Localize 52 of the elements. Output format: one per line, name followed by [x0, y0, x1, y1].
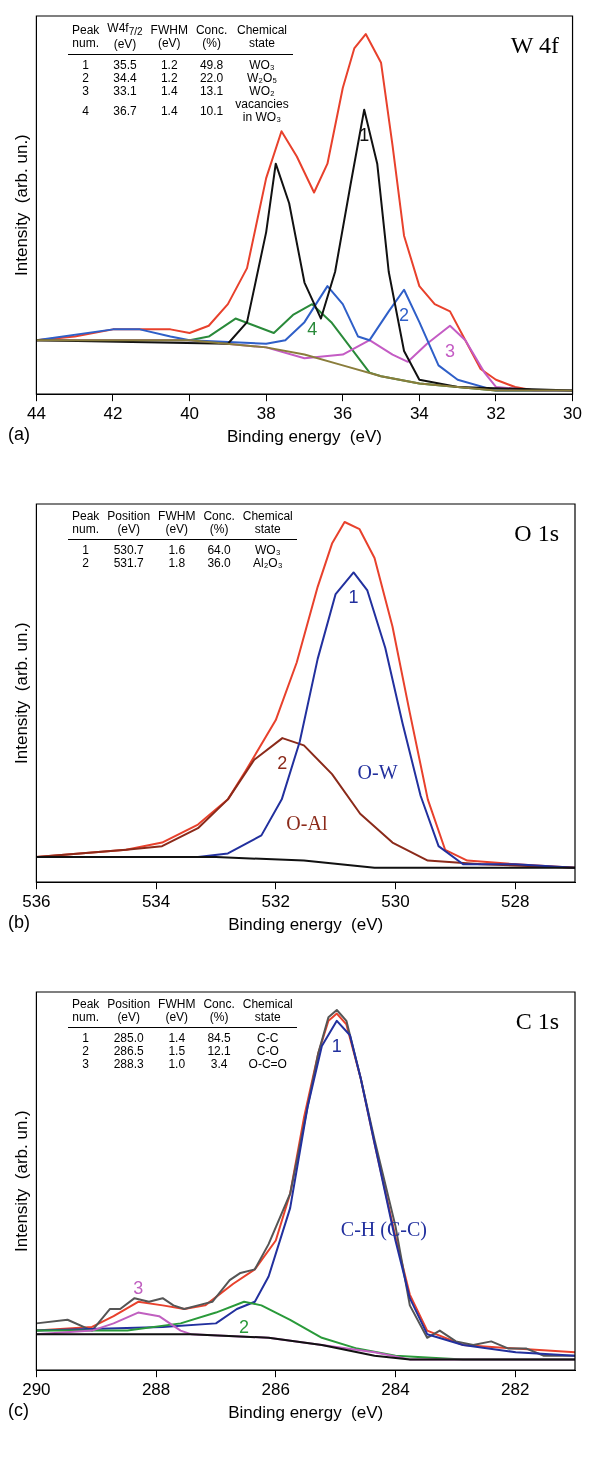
text: 1 530.7 1.6 64.0 WO₃ [82, 543, 281, 557]
x-axis-title: Binding energy (eV) [226, 427, 382, 447]
x-tick-label: 30 [563, 404, 583, 424]
series-label: O-W [357, 761, 398, 784]
text: 2 531.7 1.8 36.0 Al₂O₃ [82, 556, 283, 570]
chart-title: C 1s [515, 1008, 559, 1035]
x-axis-title: Binding energy (eV) [228, 915, 384, 935]
x-tick-label: 40 [180, 404, 200, 424]
y-axis-title: Intensity (arb. un.) [11, 1110, 31, 1252]
text: 2 286.5 1.5 12.1 C-O [82, 1044, 279, 1058]
x-tick-label: 44 [26, 404, 46, 424]
x-tick-label: 36 [333, 404, 353, 424]
text: Peak num. W4f$_{7/2}$ (eV) FWHM (eV) Conc. (%) Chemical state [72, 21, 287, 52]
text: (b) [8, 912, 30, 933]
x-tick-label: 34 [409, 404, 429, 424]
text: 3 33.1 1.4 13.1 WO₂ [82, 84, 275, 99]
x-tick-label: 286 [261, 1380, 290, 1400]
annotation: 3 [444, 340, 456, 361]
x-tick-label: 284 [381, 1380, 410, 1400]
x-tick-label: 282 [500, 1380, 530, 1400]
text: Peak num. Position (eV) FWHM (eV) Conc. (%) Chemical state [72, 509, 293, 536]
x-tick-label: 290 [22, 1380, 51, 1400]
text: Peak num. Position (eV) FWHM (eV) Conc. (%) Chemical state [72, 997, 293, 1024]
annotation: 4 [307, 319, 318, 340]
text: 2 34.4 1.2 22.0 W₂O₅ [82, 71, 278, 86]
x-tick-label: 42 [103, 404, 123, 424]
x-tick-label: 534 [141, 892, 171, 912]
annotation: 3 [133, 1277, 144, 1298]
text: 1 285.0 1.4 84.5 C-C [82, 1031, 279, 1045]
x-tick-label: 38 [256, 404, 276, 424]
annotation: 2 [239, 1316, 250, 1337]
x-tick-label: 528 [500, 892, 530, 912]
text: 1 35.5 1.2 49.8 WO₃ [82, 58, 275, 73]
annotation: 2 [399, 304, 410, 325]
annotation: 1 [348, 587, 359, 608]
y-axis-title: Intensity (arb. un.) [11, 134, 31, 276]
x-axis-title: Binding energy (eV) [228, 1403, 384, 1423]
annotation: 2 [277, 753, 288, 774]
x-tick-label: 288 [141, 1380, 171, 1400]
text: (c) [8, 1400, 29, 1421]
chart-title: W 4f [510, 32, 559, 59]
y-axis-title: Intensity (arb. un.) [11, 622, 31, 764]
x-tick-label: 532 [261, 892, 290, 912]
text: (a) [8, 424, 30, 445]
x-tick-label: 32 [486, 404, 506, 424]
annotation: 1 [359, 124, 370, 145]
series-label: O-Al [286, 811, 328, 834]
x-tick-label: 530 [381, 892, 410, 912]
chart-title: O 1s [514, 520, 559, 547]
annotation: 1 [331, 1035, 342, 1056]
text: 3 288.3 1.0 3.4 O-C=O [82, 1057, 287, 1071]
x-tick-label: 536 [22, 892, 51, 912]
